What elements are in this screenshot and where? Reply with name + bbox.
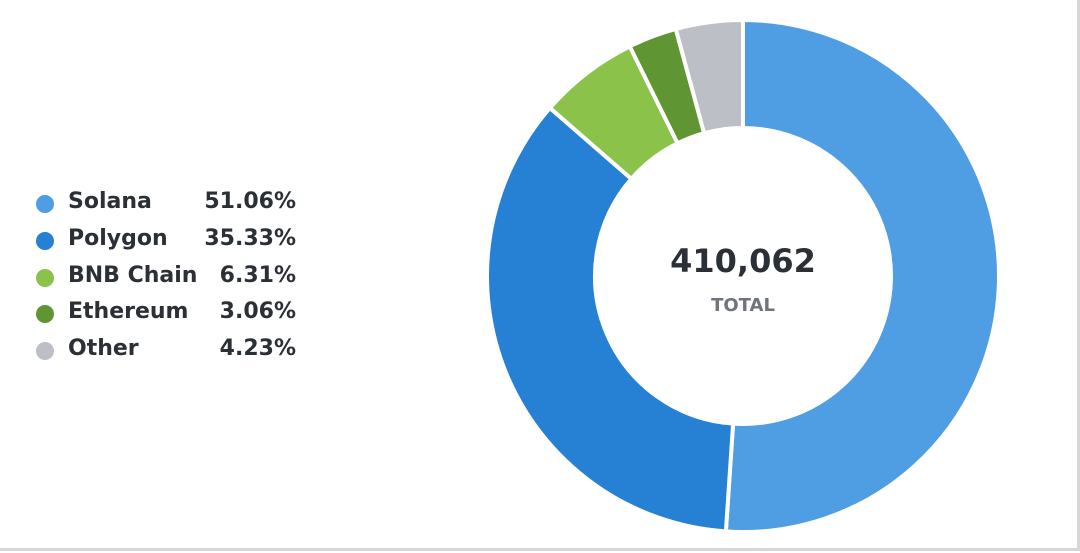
legend-label-polygon: Polygon xyxy=(68,225,168,251)
donut-slice-solana[interactable] xyxy=(723,18,1001,534)
center-total-value: 410,062 xyxy=(670,242,816,280)
legend-item-bnb-chain[interactable]: BNB Chain 6.31% xyxy=(36,260,296,297)
legend-swatch-bnb-chain xyxy=(36,268,54,287)
legend-item-ethereum[interactable]: Ethereum 3.06% xyxy=(36,296,296,333)
legend-item-polygon[interactable]: Polygon 35.33% xyxy=(36,223,296,260)
legend-value-solana: 51.06% xyxy=(204,189,296,214)
legend-label-other: Other xyxy=(68,336,139,362)
legend: Solana 51.06% Polygon 35.33% BNB Chain 6… xyxy=(36,186,296,370)
legend-item-other[interactable]: Other 4.23% xyxy=(36,333,296,370)
legend-value-polygon: 35.33% xyxy=(204,225,296,251)
donut-slices xyxy=(485,18,1001,534)
legend-label-solana: Solana xyxy=(68,189,152,214)
legend-item-solana[interactable]: Solana 51.06% xyxy=(36,186,296,223)
legend-swatch-ethereum xyxy=(36,305,54,324)
donut-slice-other[interactable] xyxy=(673,18,745,136)
legend-label-bnb-chain: BNB Chain xyxy=(68,262,198,288)
legend-value-other: 4.23% xyxy=(219,336,296,362)
legend-value-ethereum: 3.06% xyxy=(219,299,296,325)
donut-slice-polygon[interactable] xyxy=(485,105,736,534)
legend-swatch-solana xyxy=(36,195,54,213)
legend-label-ethereum: Ethereum xyxy=(68,299,189,325)
legend-swatch-polygon xyxy=(36,231,54,250)
legend-swatch-other xyxy=(36,342,54,361)
legend-value-bnb-chain: 6.31% xyxy=(219,262,296,288)
center-total-label: TOTAL xyxy=(711,295,775,316)
